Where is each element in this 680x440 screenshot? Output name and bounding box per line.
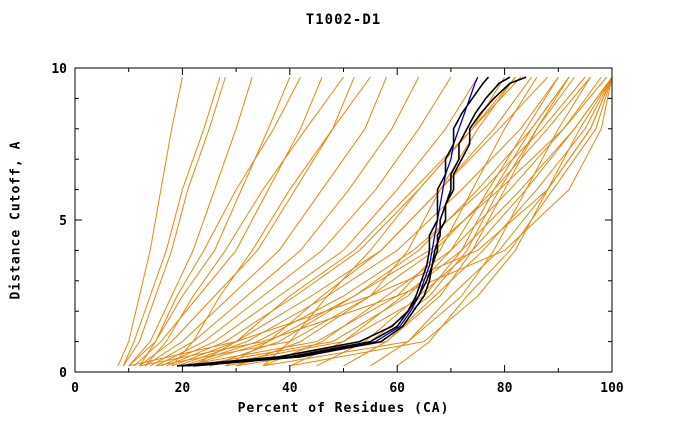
series-m18: [262, 76, 602, 367]
x-tick-label: 60: [389, 381, 405, 396]
series-m11: [166, 76, 506, 367]
series-m34: [128, 76, 613, 367]
series-m37: [262, 76, 591, 367]
series-m33: [155, 76, 516, 367]
series-m24: [225, 76, 548, 367]
y-tick-label: 10: [51, 62, 67, 77]
series-blue1: [187, 76, 479, 367]
series-m35: [139, 77, 613, 367]
x-tick-label: 80: [497, 381, 513, 396]
series-m25: [316, 76, 613, 367]
x-tick-label: 0: [71, 381, 79, 396]
series-m07: [144, 76, 387, 367]
series-m09: [155, 76, 452, 367]
series-m02: [122, 76, 226, 367]
series-m06: [139, 76, 355, 367]
series-b1: [182, 76, 490, 367]
x-tick-label: 100: [600, 381, 624, 396]
series-m31: [182, 76, 538, 367]
series-m14: [182, 76, 586, 367]
y-tick-label: 5: [59, 214, 67, 229]
series-b2: [193, 76, 511, 367]
series-m04: [128, 76, 291, 367]
x-axis-label: Percent of Residues (CA): [237, 401, 450, 416]
series-m22: [122, 76, 221, 367]
series-m38: [289, 76, 613, 367]
series-m13: [176, 76, 559, 367]
series-m30: [396, 76, 613, 367]
series-m20: [139, 76, 301, 367]
series-m08: [149, 76, 420, 367]
series-b3: [176, 76, 527, 367]
series-m32: [209, 76, 570, 367]
series-m16: [209, 76, 570, 367]
series-m39: [193, 76, 559, 367]
series-m01: [117, 77, 183, 367]
y-tick-label: 0: [59, 366, 67, 381]
series-m03: [128, 76, 253, 367]
series-m05: [133, 76, 323, 367]
x-tick-label: 20: [175, 381, 191, 396]
series-m15: [187, 76, 608, 367]
series-m21: [144, 76, 344, 367]
chart-title: T1002-D1: [305, 12, 382, 28]
series-m29: [171, 76, 371, 367]
x-tick-label: 40: [282, 381, 298, 396]
series-m10: [160, 76, 479, 367]
